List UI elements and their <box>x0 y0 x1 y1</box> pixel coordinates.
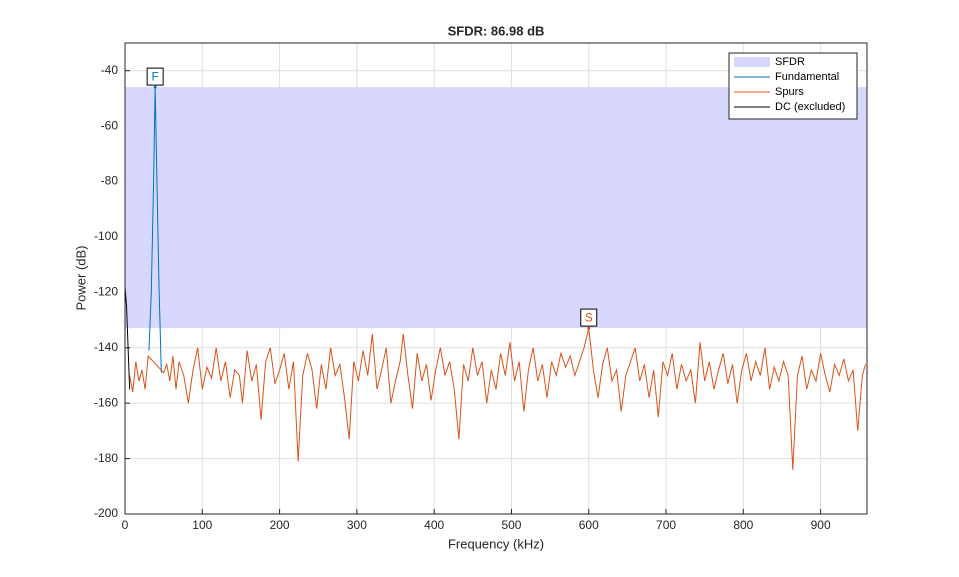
marker-label: S <box>585 310 593 324</box>
series-line <box>125 286 131 390</box>
marker-box <box>146 67 164 86</box>
chart-title: SFDR: 86.98 dB <box>448 23 545 38</box>
marker-label: F <box>151 69 158 83</box>
y-axis-label: Power (dB) <box>73 245 88 310</box>
y-tick-label: -80 <box>101 174 119 188</box>
y-tick-label: -180 <box>94 451 118 465</box>
y-tick-label: -120 <box>94 285 118 299</box>
series-line <box>129 327 866 470</box>
marker-box <box>580 308 598 327</box>
x-tick-label: 900 <box>811 518 831 532</box>
x-tick-label: 800 <box>733 518 753 532</box>
y-tick-label: -160 <box>94 395 118 409</box>
x-tick-label: 0 <box>122 518 129 532</box>
x-tick-label: 200 <box>270 518 290 532</box>
x-axis-label: Frequency (kHz) <box>448 536 544 551</box>
legend-swatch <box>734 57 770 67</box>
y-tick-label: -60 <box>101 118 119 132</box>
marker-point <box>153 85 157 89</box>
marker-point <box>587 326 591 330</box>
x-tick-label: 300 <box>347 518 367 532</box>
x-tick-label: 500 <box>501 518 521 532</box>
sfdr-band <box>125 87 867 329</box>
legend-label: SFDR <box>775 56 805 68</box>
y-tick-label: -100 <box>94 229 118 243</box>
legend-label: DC (excluded) <box>775 101 845 113</box>
y-tick-label: -200 <box>94 506 118 520</box>
x-tick-label: 600 <box>579 518 599 532</box>
legend-label: Spurs <box>775 86 804 98</box>
axes-box <box>124 42 868 515</box>
legend-label: Fundamental <box>775 71 839 83</box>
y-tick-label: -140 <box>94 340 118 354</box>
x-tick-label: 400 <box>424 518 444 532</box>
y-tick-label: -40 <box>101 63 119 77</box>
x-tick-label: 100 <box>192 518 212 532</box>
x-tick-label: 700 <box>656 518 676 532</box>
